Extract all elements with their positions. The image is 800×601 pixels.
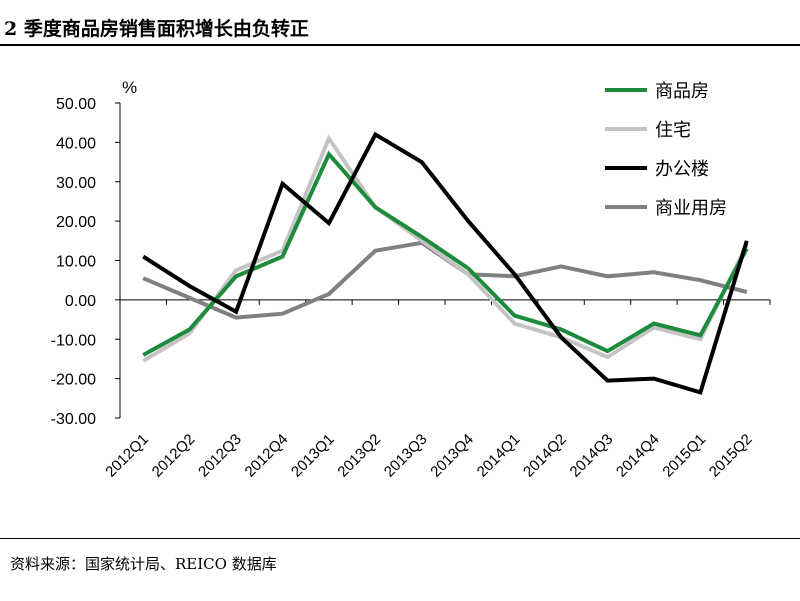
y-tick-label: 20.00 — [56, 214, 96, 231]
title-divider — [0, 44, 800, 46]
x-tick-label: 2012Q1 — [102, 431, 152, 481]
series-line-1 — [142, 150, 749, 357]
y-axis-label: % — [122, 78, 137, 97]
legend-label: 商业用房 — [655, 198, 727, 218]
y-tick-label: 40.00 — [56, 135, 96, 152]
legend-label: 办公楼 — [655, 159, 709, 179]
y-tick-label: 0.00 — [65, 293, 96, 310]
source-note: 资料来源：国家统计局、REICO 数据库 — [10, 555, 277, 573]
x-tick-label: 2014Q3 — [567, 431, 617, 481]
series-line-3 — [142, 131, 749, 395]
legend-label: 商品房 — [655, 81, 709, 101]
y-tick-label: 10.00 — [56, 254, 96, 271]
chart-title: 2 季度商品房销售面积增长由负转正 — [4, 18, 309, 40]
x-tick-label: 2014Q1 — [474, 431, 524, 481]
footer-divider — [0, 538, 800, 539]
x-tick-label: 2014Q4 — [613, 431, 663, 481]
y-tick-label: -20.00 — [51, 372, 96, 389]
x-tick-label: 2013Q2 — [334, 431, 384, 481]
x-tick-label: 2012Q4 — [242, 431, 292, 481]
legend-label: 住宅 — [655, 120, 691, 140]
x-tick-label: 2014Q2 — [520, 431, 570, 481]
x-tick-label: 2012Q3 — [195, 431, 245, 481]
y-tick-label: 50.00 — [56, 96, 96, 113]
series-lines — [142, 131, 749, 395]
x-tick-label: 2013Q1 — [288, 431, 338, 481]
x-tick-label: 2015Q2 — [706, 431, 756, 481]
series-line-2 — [142, 134, 749, 363]
x-tick-label: 2015Q1 — [659, 431, 709, 481]
x-tick-label: 2013Q4 — [427, 431, 477, 481]
y-tick-label: -10.00 — [51, 332, 96, 349]
x-tick-label: 2013Q3 — [381, 431, 431, 481]
x-tick-label: 2012Q2 — [149, 431, 199, 481]
y-tick-label: 30.00 — [56, 175, 96, 192]
y-tick-label: -30.00 — [51, 411, 96, 428]
